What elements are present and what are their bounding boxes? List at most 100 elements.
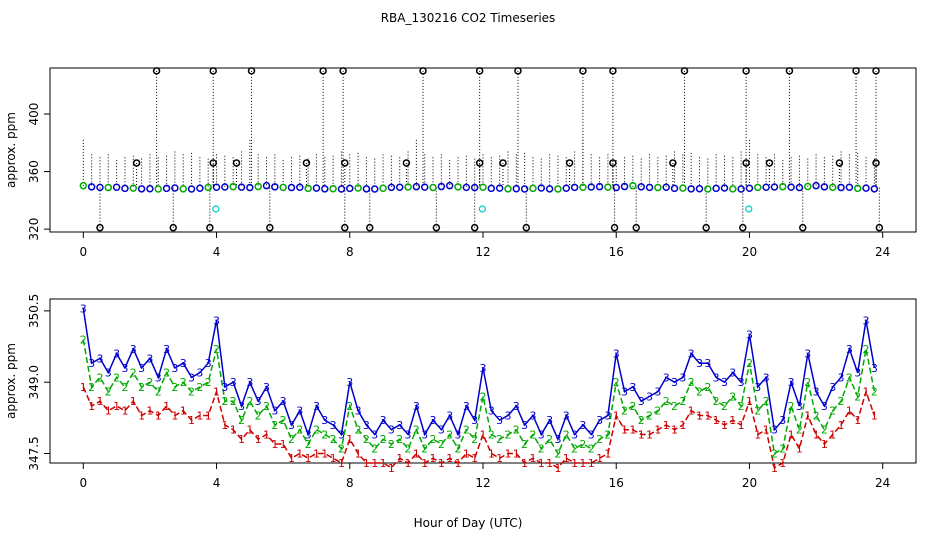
series-marker-1: 1 — [771, 462, 778, 475]
mean-point — [670, 184, 679, 193]
series-marker-1: 1 — [679, 419, 686, 432]
x-tick-label: 16 — [609, 476, 624, 490]
mean-point — [204, 183, 212, 192]
x-tick-label: 20 — [742, 245, 757, 259]
series-marker-3: 3 — [280, 395, 287, 408]
series-marker-1: 1 — [196, 409, 203, 422]
series-marker-2: 2 — [430, 433, 437, 446]
series-marker-3: 3 — [346, 376, 353, 389]
mean-point — [579, 183, 587, 192]
series-marker-1: 1 — [546, 457, 553, 470]
series-marker-3: 3 — [771, 424, 778, 437]
series-marker-2: 2 — [238, 414, 245, 427]
outlier-point — [785, 67, 794, 75]
outlier-point — [96, 223, 104, 232]
series-marker-1: 1 — [563, 452, 570, 465]
series-marker-2: 2 — [438, 438, 445, 451]
outlier-point — [702, 223, 710, 232]
outlier-point — [499, 159, 507, 167]
series-marker-3: 3 — [529, 409, 536, 422]
series-marker-3: 3 — [663, 371, 670, 384]
y-tick-label: 360 — [27, 160, 41, 183]
series-marker-2: 2 — [788, 400, 795, 413]
series-marker-3: 3 — [738, 376, 745, 389]
outlier-point — [514, 67, 522, 75]
series-marker-2: 2 — [246, 395, 253, 408]
series-marker-2: 2 — [263, 400, 270, 413]
outlier-point — [565, 159, 574, 167]
series-marker-2: 2 — [554, 447, 561, 460]
outlier-point — [765, 159, 774, 167]
series-marker-2: 2 — [88, 381, 95, 394]
series-marker-1: 1 — [413, 447, 420, 460]
series-marker-2: 2 — [529, 428, 536, 441]
series-marker-1: 1 — [380, 457, 387, 470]
series-marker-1: 1 — [255, 433, 262, 446]
series-marker-2: 2 — [221, 395, 228, 408]
series-marker-3: 3 — [504, 409, 511, 422]
series-marker-2: 2 — [813, 409, 820, 422]
series-marker-1: 1 — [246, 424, 253, 437]
series-marker-3: 3 — [105, 367, 112, 380]
series-marker-1: 1 — [213, 386, 220, 399]
series-marker-2: 2 — [321, 428, 328, 441]
mean-point — [762, 183, 770, 192]
series-marker-1: 1 — [155, 409, 162, 422]
mean-point — [312, 184, 321, 192]
series-marker-2: 2 — [471, 433, 478, 446]
series-marker-3: 3 — [679, 371, 686, 384]
series-marker-3: 3 — [779, 414, 786, 427]
mean-point — [595, 182, 604, 191]
mean-point — [545, 185, 554, 193]
series-marker-3: 3 — [863, 314, 870, 327]
mean-point — [112, 183, 121, 192]
mean-point — [853, 184, 862, 193]
series-marker-1: 1 — [313, 447, 320, 460]
series-marker-3: 3 — [554, 433, 561, 446]
series-marker-2: 2 — [546, 433, 553, 446]
series-marker-2: 2 — [313, 424, 320, 437]
series-marker-1: 1 — [813, 428, 820, 441]
series-marker-2: 2 — [704, 381, 711, 394]
series-marker-2: 2 — [396, 433, 403, 446]
series-marker-3: 3 — [696, 357, 703, 370]
mean-point — [179, 185, 187, 193]
series-marker-1: 1 — [829, 428, 836, 441]
outlier-point — [609, 67, 617, 75]
series-marker-3: 3 — [521, 419, 528, 432]
series-marker-1: 1 — [105, 405, 112, 418]
mean-point — [504, 185, 512, 193]
series-marker-3: 3 — [146, 352, 153, 365]
series-marker-2: 2 — [196, 381, 203, 394]
outlier-point — [835, 159, 844, 167]
series-marker-1: 1 — [538, 457, 545, 470]
series-marker-1: 1 — [338, 457, 345, 470]
series-marker-1: 1 — [463, 447, 470, 460]
mean-point — [520, 185, 529, 193]
outlier-point — [247, 67, 256, 75]
series-marker-3: 3 — [288, 419, 295, 432]
series-marker-3: 3 — [829, 381, 836, 394]
mean-point — [296, 183, 304, 192]
mean-point — [695, 184, 704, 193]
series-marker-1: 1 — [438, 457, 445, 470]
series-marker-2: 2 — [496, 433, 503, 446]
outlier-point — [610, 223, 619, 232]
series-marker-1: 1 — [138, 409, 145, 422]
series-marker-3: 3 — [729, 367, 736, 380]
outlier-point — [475, 159, 484, 167]
mean-point — [187, 185, 196, 193]
series-marker-3: 3 — [713, 371, 720, 384]
x-tick-label: 20 — [742, 476, 757, 490]
series-marker-3: 3 — [571, 428, 578, 441]
series-marker-1: 1 — [288, 452, 295, 465]
series-marker-3: 3 — [246, 376, 253, 389]
y-tick-label: 349.0 — [27, 365, 41, 399]
series-marker-1: 1 — [188, 414, 195, 427]
outlier-point — [132, 159, 141, 167]
series-marker-1: 1 — [629, 424, 636, 437]
y-tick-label: 400 — [27, 103, 41, 126]
outlier-point — [341, 159, 349, 167]
mean-point — [554, 185, 562, 193]
series-marker-3: 3 — [171, 362, 178, 375]
